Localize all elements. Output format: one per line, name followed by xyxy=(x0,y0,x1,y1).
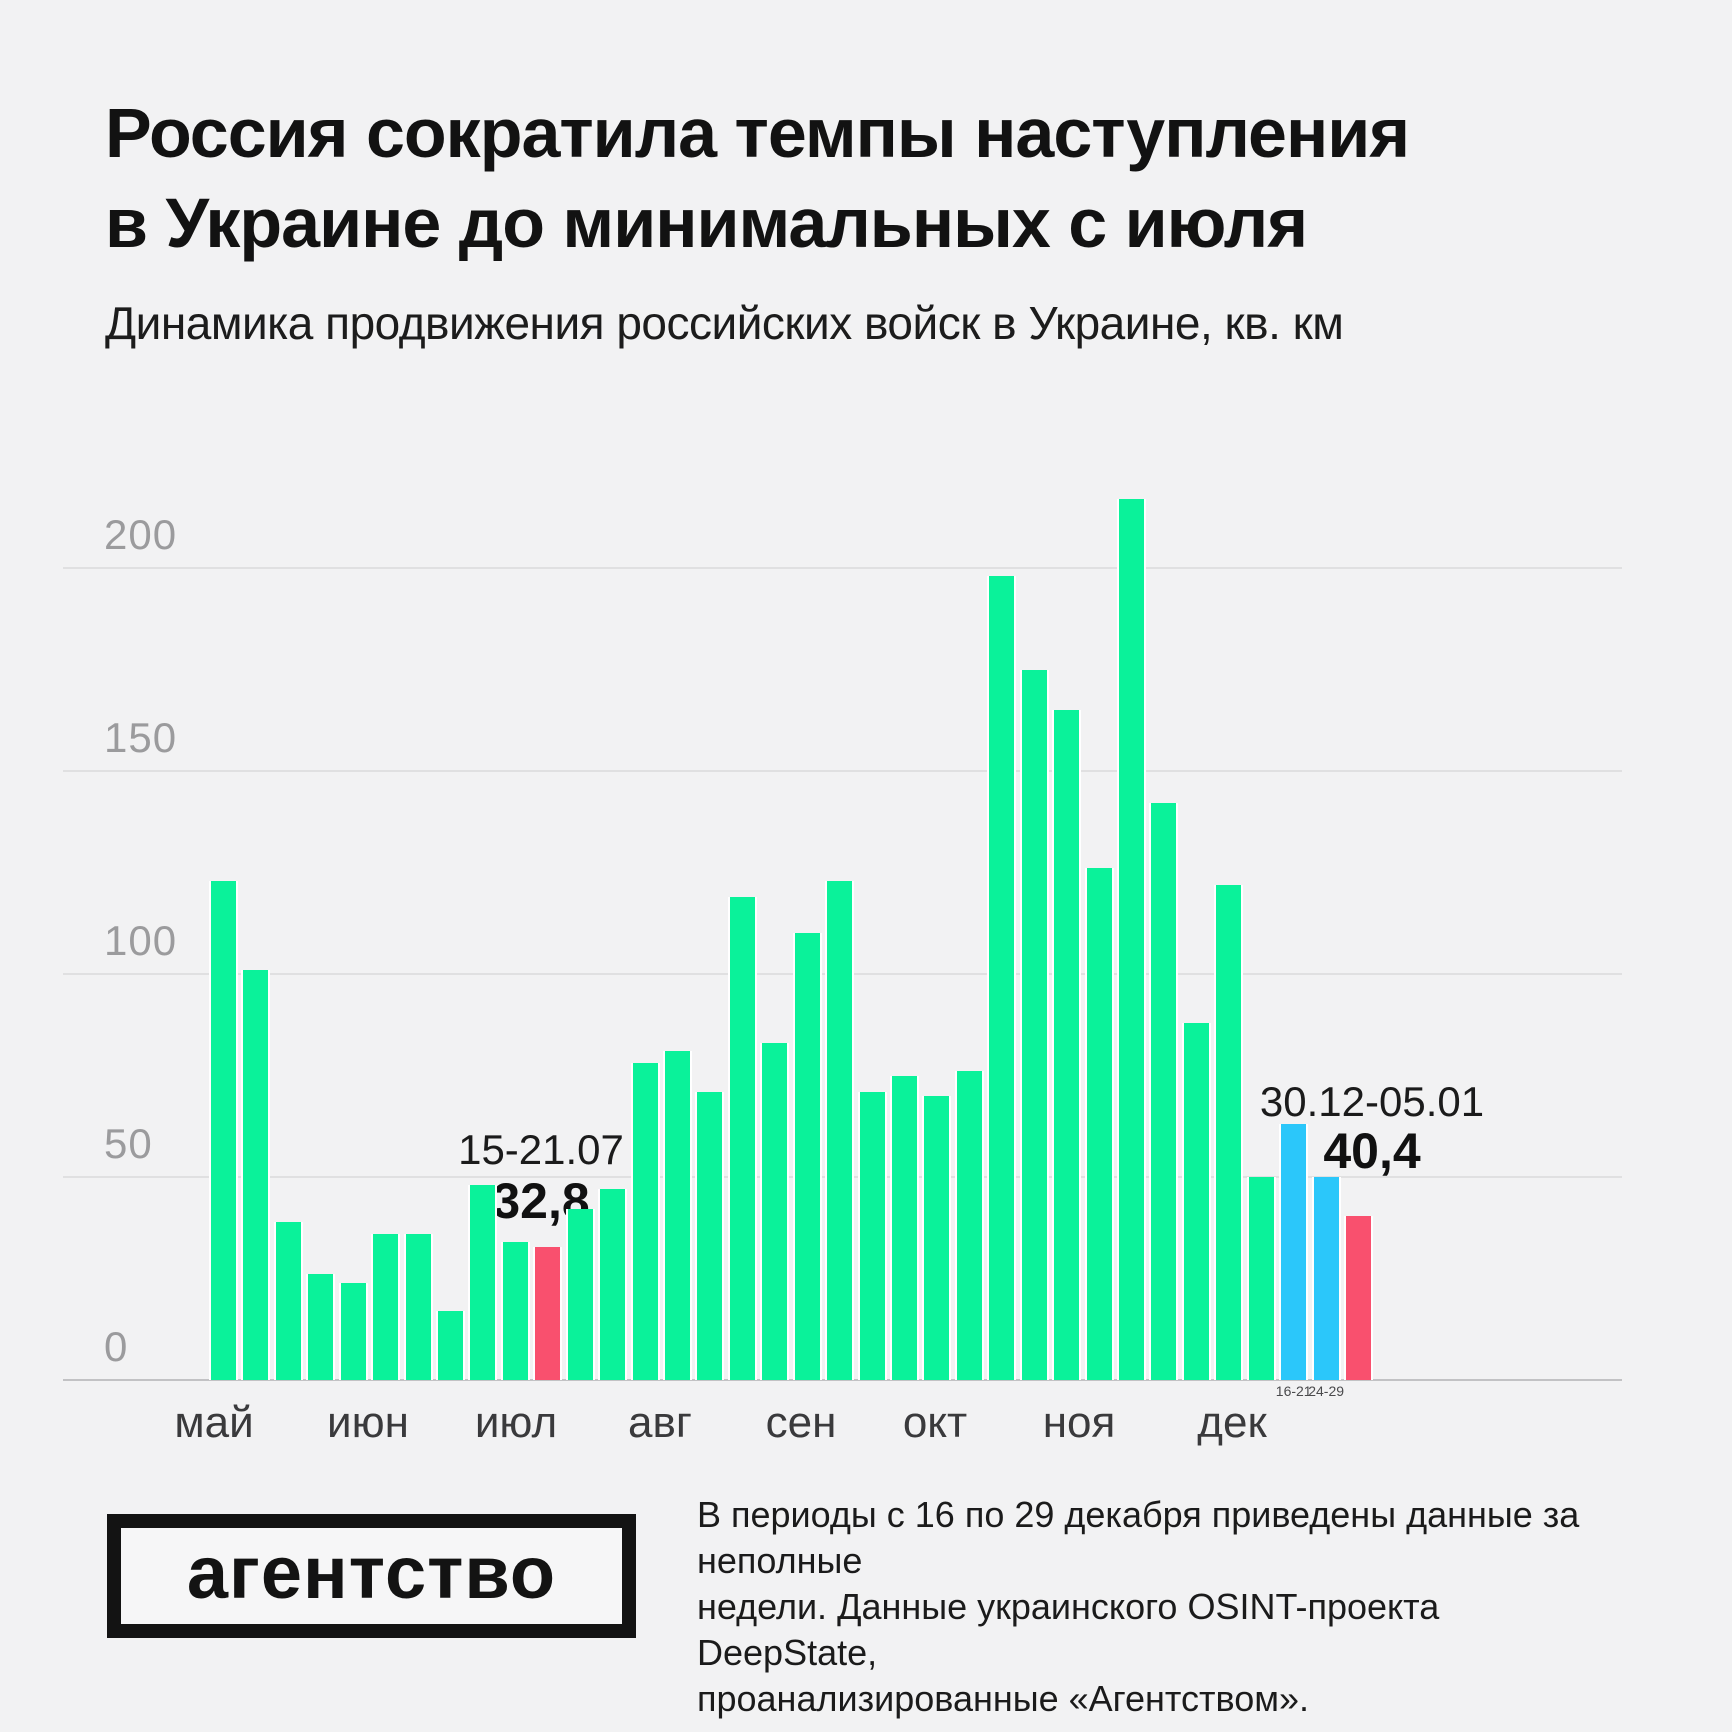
bar-week xyxy=(922,1095,951,1380)
bar-week-pink xyxy=(1344,1215,1373,1380)
bar-week xyxy=(468,1185,497,1380)
bar-week-blue xyxy=(1279,1124,1308,1380)
bar-week xyxy=(663,1051,692,1380)
bar-week xyxy=(501,1241,530,1380)
annotation-july-period: 15-21.07 xyxy=(458,1126,624,1173)
x-month-label-июн: июн xyxy=(327,1398,409,1447)
bar-week xyxy=(858,1091,887,1380)
bar-week xyxy=(631,1063,660,1380)
bar-week xyxy=(1117,498,1146,1380)
bar-week xyxy=(306,1274,335,1380)
x-month-label-дек: дек xyxy=(1197,1398,1267,1447)
y-tick-label-0: 0 xyxy=(104,1323,129,1370)
footer-note: В периоды с 16 по 29 декабря приведены д… xyxy=(697,1492,1597,1722)
y-tick-label-50: 50 xyxy=(104,1120,153,1167)
partial-week-label-16-21: 16-21 xyxy=(1275,1383,1312,1399)
bar-week xyxy=(695,1091,724,1380)
bar-week xyxy=(987,576,1016,1380)
bar-week xyxy=(598,1189,627,1380)
bar-week xyxy=(404,1233,433,1380)
annotation-january-period: 30.12-05.01 xyxy=(1259,1078,1485,1125)
x-month-label-ноя: ноя xyxy=(1042,1398,1116,1447)
chart-subtitle: Динамика продвижения российских войск в … xyxy=(105,297,1344,349)
bar-week xyxy=(1020,669,1049,1380)
bar-week xyxy=(728,896,757,1380)
bar-week xyxy=(1085,868,1114,1380)
bar-week xyxy=(760,1043,789,1380)
footer-note-line-2: недели. Данные украинского OSINT-проекта… xyxy=(697,1586,1440,1673)
bar-week xyxy=(890,1075,919,1380)
gridline-0 xyxy=(63,1379,1622,1381)
x-month-label-июл: июл xyxy=(474,1398,558,1447)
bar-week xyxy=(955,1071,984,1380)
gridline-150 xyxy=(63,770,1622,772)
page-title: Россия сократила темпы наступления в Укр… xyxy=(105,88,1410,268)
y-tick-label-200: 200 xyxy=(104,511,178,558)
bar-week xyxy=(1149,803,1178,1380)
agentstvo-logo-text: агентство xyxy=(186,1531,557,1614)
y-tick-label-100: 100 xyxy=(104,917,178,964)
bar-week xyxy=(825,880,854,1380)
bar-week xyxy=(436,1310,465,1380)
x-month-label-май: май xyxy=(174,1398,254,1447)
agentstvo-logo: агентство xyxy=(107,1514,636,1638)
annotation-january-value: 40,4 xyxy=(1323,1123,1421,1179)
x-month-label-авг: авг xyxy=(628,1398,692,1447)
bar-week xyxy=(339,1282,368,1380)
bar-week xyxy=(566,1209,595,1380)
footer-note-line-1: В периоды с 16 по 29 декабря приведены д… xyxy=(697,1494,1580,1581)
gridline-200 xyxy=(63,567,1622,569)
bar-week-blue xyxy=(1312,1177,1341,1380)
bar-week-pink xyxy=(533,1246,562,1380)
x-month-label-окт: окт xyxy=(902,1398,968,1447)
bar-week xyxy=(241,969,270,1380)
bar-week xyxy=(1214,884,1243,1380)
page-title-line-2: в Украине до минимальных с июля xyxy=(105,184,1308,262)
partial-week-label-24-29: 24-29 xyxy=(1308,1383,1345,1399)
bar-week xyxy=(1182,1022,1211,1380)
bar-week xyxy=(793,933,822,1380)
bar-week xyxy=(1052,710,1081,1380)
y-tick-label-150: 150 xyxy=(104,714,178,761)
bar-week xyxy=(209,880,238,1380)
x-month-label-сен: сен xyxy=(765,1398,837,1447)
advance-bar-chart: 15-21.07 32,8 30.12-05.01 40,4 200 150 100… xyxy=(63,498,1622,1447)
footer-note-line-3: проанализированные «Агентством». xyxy=(697,1678,1309,1719)
bar-week xyxy=(371,1233,400,1380)
page-title-line-1: Россия сократила темпы наступления xyxy=(105,94,1410,172)
bar-week xyxy=(274,1221,303,1380)
bar-week xyxy=(1247,1177,1276,1380)
